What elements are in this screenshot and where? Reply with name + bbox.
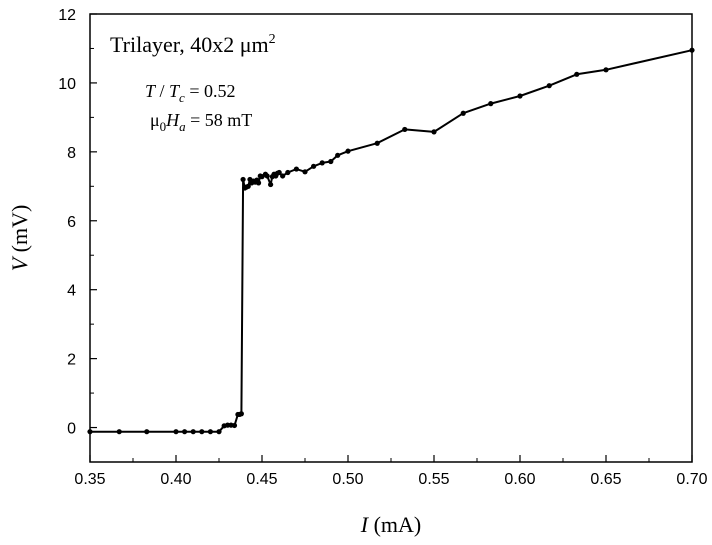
y-tick-label: 8	[67, 145, 76, 162]
data-point	[144, 429, 150, 435]
data-point	[335, 152, 341, 158]
data-point	[311, 163, 317, 169]
data-point	[345, 148, 351, 154]
critical-temperature-subscript: c	[179, 90, 185, 105]
x-tick-label: 0.55	[418, 471, 449, 488]
critical-temperature-symbol: T	[169, 81, 181, 101]
temperature-symbol: T	[145, 81, 157, 101]
data-point	[240, 176, 246, 183]
x-axis-title: I (mA)	[360, 512, 421, 537]
annotation-title-text: Trilayer, 40x2 μm	[110, 32, 269, 57]
data-point	[116, 429, 122, 435]
x-tick-label: 0.35	[74, 471, 105, 488]
y-tick-label: 2	[67, 352, 76, 369]
axis-ticks-layer: 0.35 0.40 0.45 0.50 0.55 0.60 0.65 0.70 0 2 4 6 8 10 1…	[58, 7, 707, 488]
data-point	[231, 422, 238, 429]
data-point	[87, 429, 93, 435]
annotation-title-superscript: 2	[269, 32, 276, 47]
data-point	[245, 183, 251, 189]
plot-frame	[89, 13, 693, 463]
y-axis-title: V (mV)	[7, 205, 32, 272]
x-tick-label: 0.40	[160, 471, 191, 488]
annotation-field: μ0Ha = 58 mT	[150, 110, 252, 134]
x-axis-unit: (mA)	[368, 512, 421, 537]
data-point	[285, 169, 291, 176]
x-axis-symbol: I	[360, 512, 370, 537]
field-mu-subscript: 0	[160, 119, 167, 134]
data-point	[546, 83, 552, 89]
data-point	[574, 71, 580, 77]
data-point	[276, 169, 282, 176]
data-point	[268, 181, 274, 188]
annotation-title: Trilayer, 40x2 μm2	[110, 32, 276, 57]
data-point	[319, 160, 325, 166]
data-point	[517, 93, 523, 99]
x-tick-label: 0.50	[332, 471, 363, 488]
annotation-temperature: T / Tc = 0.52	[145, 81, 235, 105]
field-mu-symbol: μ	[150, 110, 160, 130]
field-value: = 58 mT	[186, 110, 253, 130]
x-tick-label: 0.65	[590, 471, 621, 488]
data-point	[488, 101, 494, 107]
data-point	[603, 67, 609, 73]
data-point	[328, 158, 334, 165]
y-axis-symbol: V	[7, 255, 32, 271]
y-axis-unit: (mV)	[7, 205, 32, 258]
data-point	[402, 126, 408, 133]
data-point	[302, 169, 308, 175]
data-point	[431, 129, 437, 135]
data-point	[374, 140, 380, 146]
y-tick-label: 12	[58, 7, 76, 24]
data-point	[207, 429, 213, 435]
data-point	[689, 47, 695, 53]
x-tick-label: 0.70	[676, 471, 707, 488]
field-h-subscript: a	[179, 119, 186, 134]
data-layer	[87, 47, 695, 435]
x-tick-label: 0.45	[246, 471, 277, 488]
y-tick-label: 6	[67, 214, 76, 231]
data-point	[173, 429, 179, 435]
data-point	[280, 173, 286, 179]
data-point	[255, 180, 262, 186]
data-point	[238, 411, 244, 417]
field-h-symbol: H	[165, 110, 180, 130]
temperature-separator: /	[155, 81, 169, 101]
data-point	[460, 110, 466, 116]
x-tick-label: 0.60	[504, 471, 535, 488]
y-tick-label: 10	[58, 76, 76, 93]
data-point	[190, 429, 196, 435]
y-tick-label: 0	[67, 421, 76, 438]
data-point	[264, 173, 270, 179]
data-point	[216, 429, 222, 435]
data-point	[293, 166, 299, 172]
data-point	[182, 429, 188, 435]
y-tick-label: 4	[67, 283, 76, 300]
series-line	[90, 49, 693, 433]
temperature-value: = 0.52	[185, 81, 236, 101]
data-point	[199, 429, 205, 435]
